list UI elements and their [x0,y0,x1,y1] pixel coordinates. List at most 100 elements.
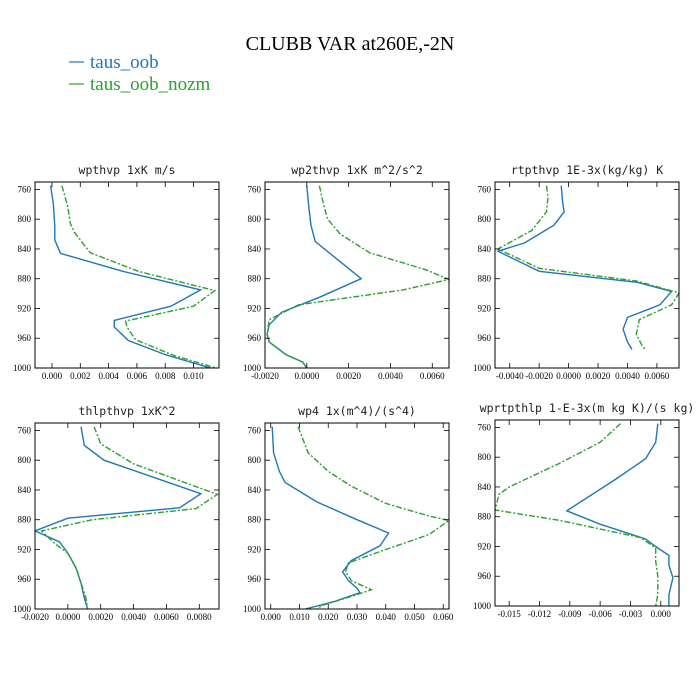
panel-title: wp4 1x(m^4)/(s^4) [298,404,416,418]
x-tick-label: 0.006 [127,371,148,381]
y-tick-label: 760 [478,184,492,194]
x-tick-label: 0.0060 [420,371,445,381]
x-tick-label: 0.050 [404,612,425,622]
y-tick-label: 960 [478,333,492,343]
series-line-taus-oob [49,185,211,368]
y-tick-label: 1000 [473,363,492,373]
x-tick-label: 0.030 [347,612,368,622]
chart-panel-5: wp4 1x(m^4)/(s^4) 0.000 0.010 0.020 0.030 0.0… [243,404,454,622]
chart-panels: wpthvp 1xK m/s0.000 0.002 0.004 0.006 0.008 0… [13,163,694,622]
y-tick-label: 1000 [243,363,262,373]
x-tick-label: 0.000 [651,609,672,619]
legend-label-taus-oob: taus_oob [90,52,159,73]
y-tick-label: 880 [18,274,32,284]
y-tick-label: 920 [248,303,262,313]
plot-frame [34,181,220,369]
x-tick-label: 0.0020 [336,371,361,381]
series-line-taus-oob-nozm [297,426,449,609]
x-tick-label: 0.020 [318,612,339,622]
x-tick-label: 0.0020 [88,612,113,622]
x-tick-label: -0.009 [558,609,582,619]
x-tick-label: 0.004 [98,371,119,381]
panel-title: wpthvp 1xK m/s [79,163,176,177]
y-tick-label: 920 [18,544,32,554]
y-tick-label: 920 [248,544,262,554]
y-tick-label: 840 [478,482,492,492]
y-tick-label: 760 [248,184,262,194]
x-tick-label: 0.0020 [586,371,611,381]
y-tick-label: 800 [248,455,262,465]
plot-frame [264,422,450,610]
y-tick-label: 840 [18,244,32,254]
series-line-taus-oob [271,426,390,609]
x-tick-label: -0.0040 [496,371,524,381]
y-tick-label: 1000 [243,604,262,614]
y-tick-label: 800 [478,214,492,224]
x-tick-label: 0.0060 [154,612,179,622]
x-tick-label: 0.0040 [615,371,640,381]
x-tick-label: 0.0040 [121,612,146,622]
x-tick-label: -0.0020 [251,371,279,381]
series-line-taus-oob-nozm [496,185,679,350]
panel-title: rtpthvp 1E-3x(kg/kg) K [511,163,663,177]
x-tick-label: 0.002 [70,371,90,381]
x-tick-label: -0.006 [589,609,613,619]
x-tick-label: -0.015 [498,609,522,619]
y-tick-label: 800 [18,214,32,224]
chart-panel-4: thlpthvp 1xK^2 -0.0020 0.0000 0.0020 0.0040 0… [13,404,220,622]
x-tick-label: 0.040 [376,612,397,622]
y-tick-label: 1000 [13,363,32,373]
y-tick-label: 840 [18,485,32,495]
x-tick-label: 0.000 [42,371,63,381]
y-tick-label: 880 [248,274,262,284]
y-tick-label: 920 [478,303,492,313]
y-tick-label: 880 [478,512,492,522]
y-tick-label: 960 [18,574,32,584]
chart-panel-6: wprtpthlp 1-E-3x(m kg K)/(s kg) -0.015 -0.… [473,401,694,619]
figure-title: CLUBB VAR at260E,-2N [246,33,455,55]
x-tick-label: -0.003 [619,609,643,619]
y-tick-label: 800 [18,455,32,465]
series-line-taus-oob-nozm [495,423,659,606]
plot-frame [34,422,220,610]
y-tick-label: 800 [248,214,262,224]
y-tick-label: 840 [248,485,262,495]
x-tick-label: 0.008 [155,371,176,381]
y-tick-label: 960 [18,333,32,343]
y-tick-label: 1000 [473,601,492,611]
x-tick-label: 0.010 [289,612,310,622]
y-tick-label: 880 [478,274,492,284]
x-tick-label: 0.010 [183,371,204,381]
panel-title: wp2thvp 1xK m^2/s^2 [291,163,423,177]
chart-panel-2: wp2thvp 1xK m^2/s^2 -0.0020 0.0000 0.0020 0.… [243,163,450,381]
x-tick-label: -0.0020 [525,371,553,381]
y-tick-label: 760 [18,184,32,194]
chart-panel-1: wpthvp 1xK m/s 0.000 0.002 0.004 0.006 0.008 0… [13,163,220,381]
x-tick-label: -0.012 [528,609,551,619]
x-tick-label: 0.0000 [556,371,581,381]
panel-title: wprtpthlp 1-E-3x(m kg K)/(s kg) [480,401,695,415]
legend-label-taus-oob-nozm: taus_oob_nozm [90,74,211,95]
y-tick-label: 960 [248,333,262,343]
y-tick-label: 760 [478,422,492,432]
plot-frame [264,181,450,369]
y-tick-label: 840 [248,244,262,254]
y-tick-label: 1000 [13,604,32,614]
y-tick-label: 800 [478,452,492,462]
series-line-taus-oob [266,185,363,368]
y-tick-label: 760 [248,425,262,435]
plot-frame [494,419,680,607]
x-tick-label: 0.0080 [187,612,212,622]
x-tick-label: 0.000 [261,612,282,622]
y-tick-label: 960 [248,574,262,584]
y-tick-label: 760 [18,425,32,435]
y-tick-label: 920 [18,303,32,313]
x-tick-label: 0.0040 [378,371,403,381]
panel-title: thlpthvp 1xK^2 [79,404,176,418]
x-tick-label: -0.0020 [21,612,49,622]
series-line-taus-oob [496,185,673,350]
x-tick-label: 0.0000 [294,371,319,381]
series-line-taus-oob-nozm [266,185,449,368]
x-tick-label: 0.0000 [55,612,80,622]
